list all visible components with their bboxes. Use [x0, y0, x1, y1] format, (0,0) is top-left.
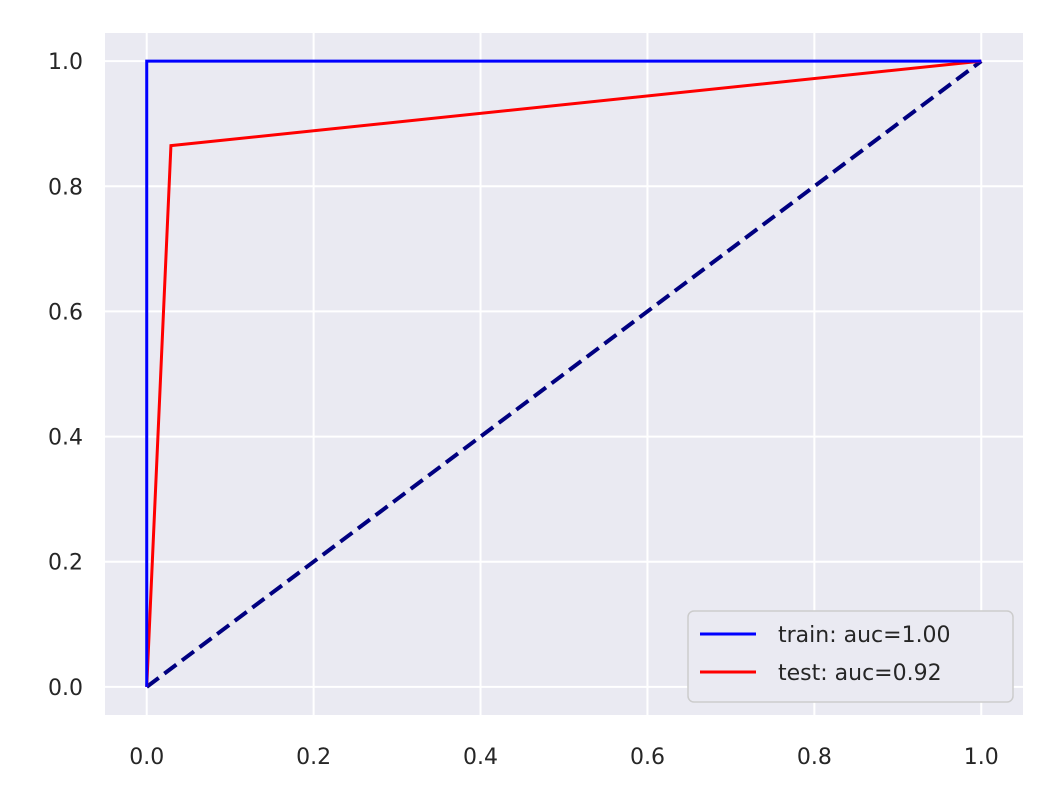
series-line-1: [145, 59, 982, 687]
legend-label-0: train: auc=1.00: [778, 623, 951, 648]
chance-diagonal-line: [145, 59, 983, 689]
y-tick-label-4: 0.8: [48, 175, 83, 200]
x-tick-label-5: 1.0: [964, 745, 999, 770]
legend: train: auc=1.00 test: auc=0.92: [687, 610, 1014, 703]
x-tick-label-3: 0.6: [630, 745, 665, 770]
x-tick-label-0: 0.0: [129, 745, 164, 770]
y-tick-label-3: 0.6: [48, 300, 83, 325]
x-tick-label-1: 0.2: [296, 745, 331, 770]
y-tick-label-5: 1.0: [48, 50, 83, 75]
x-tick-label-2: 0.4: [463, 745, 498, 770]
y-axis-tick-labels: 0.0 0.2 0.4 0.6 0.8 1.0: [48, 50, 83, 701]
y-tick-label-0: 0.0: [48, 676, 83, 701]
y-tick-label-1: 0.2: [48, 551, 83, 576]
x-axis-tick-labels: 0.0 0.2 0.4 0.6 0.8 1.0: [129, 745, 999, 770]
series-line-0: [145, 59, 982, 687]
series-lines: [145, 59, 983, 689]
y-tick-label-2: 0.4: [48, 426, 83, 451]
grid-lines: [105, 33, 1023, 715]
x-tick-label-4: 0.8: [797, 745, 832, 770]
legend-label-1: test: auc=0.92: [778, 661, 942, 686]
legend-box: [687, 610, 1014, 703]
